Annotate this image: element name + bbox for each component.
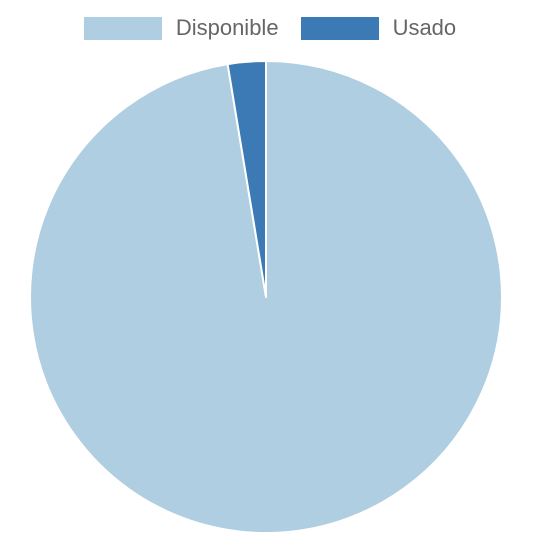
pie-chart: Disponible Usado: [0, 0, 540, 548]
pie-plot-area: [0, 0, 540, 548]
